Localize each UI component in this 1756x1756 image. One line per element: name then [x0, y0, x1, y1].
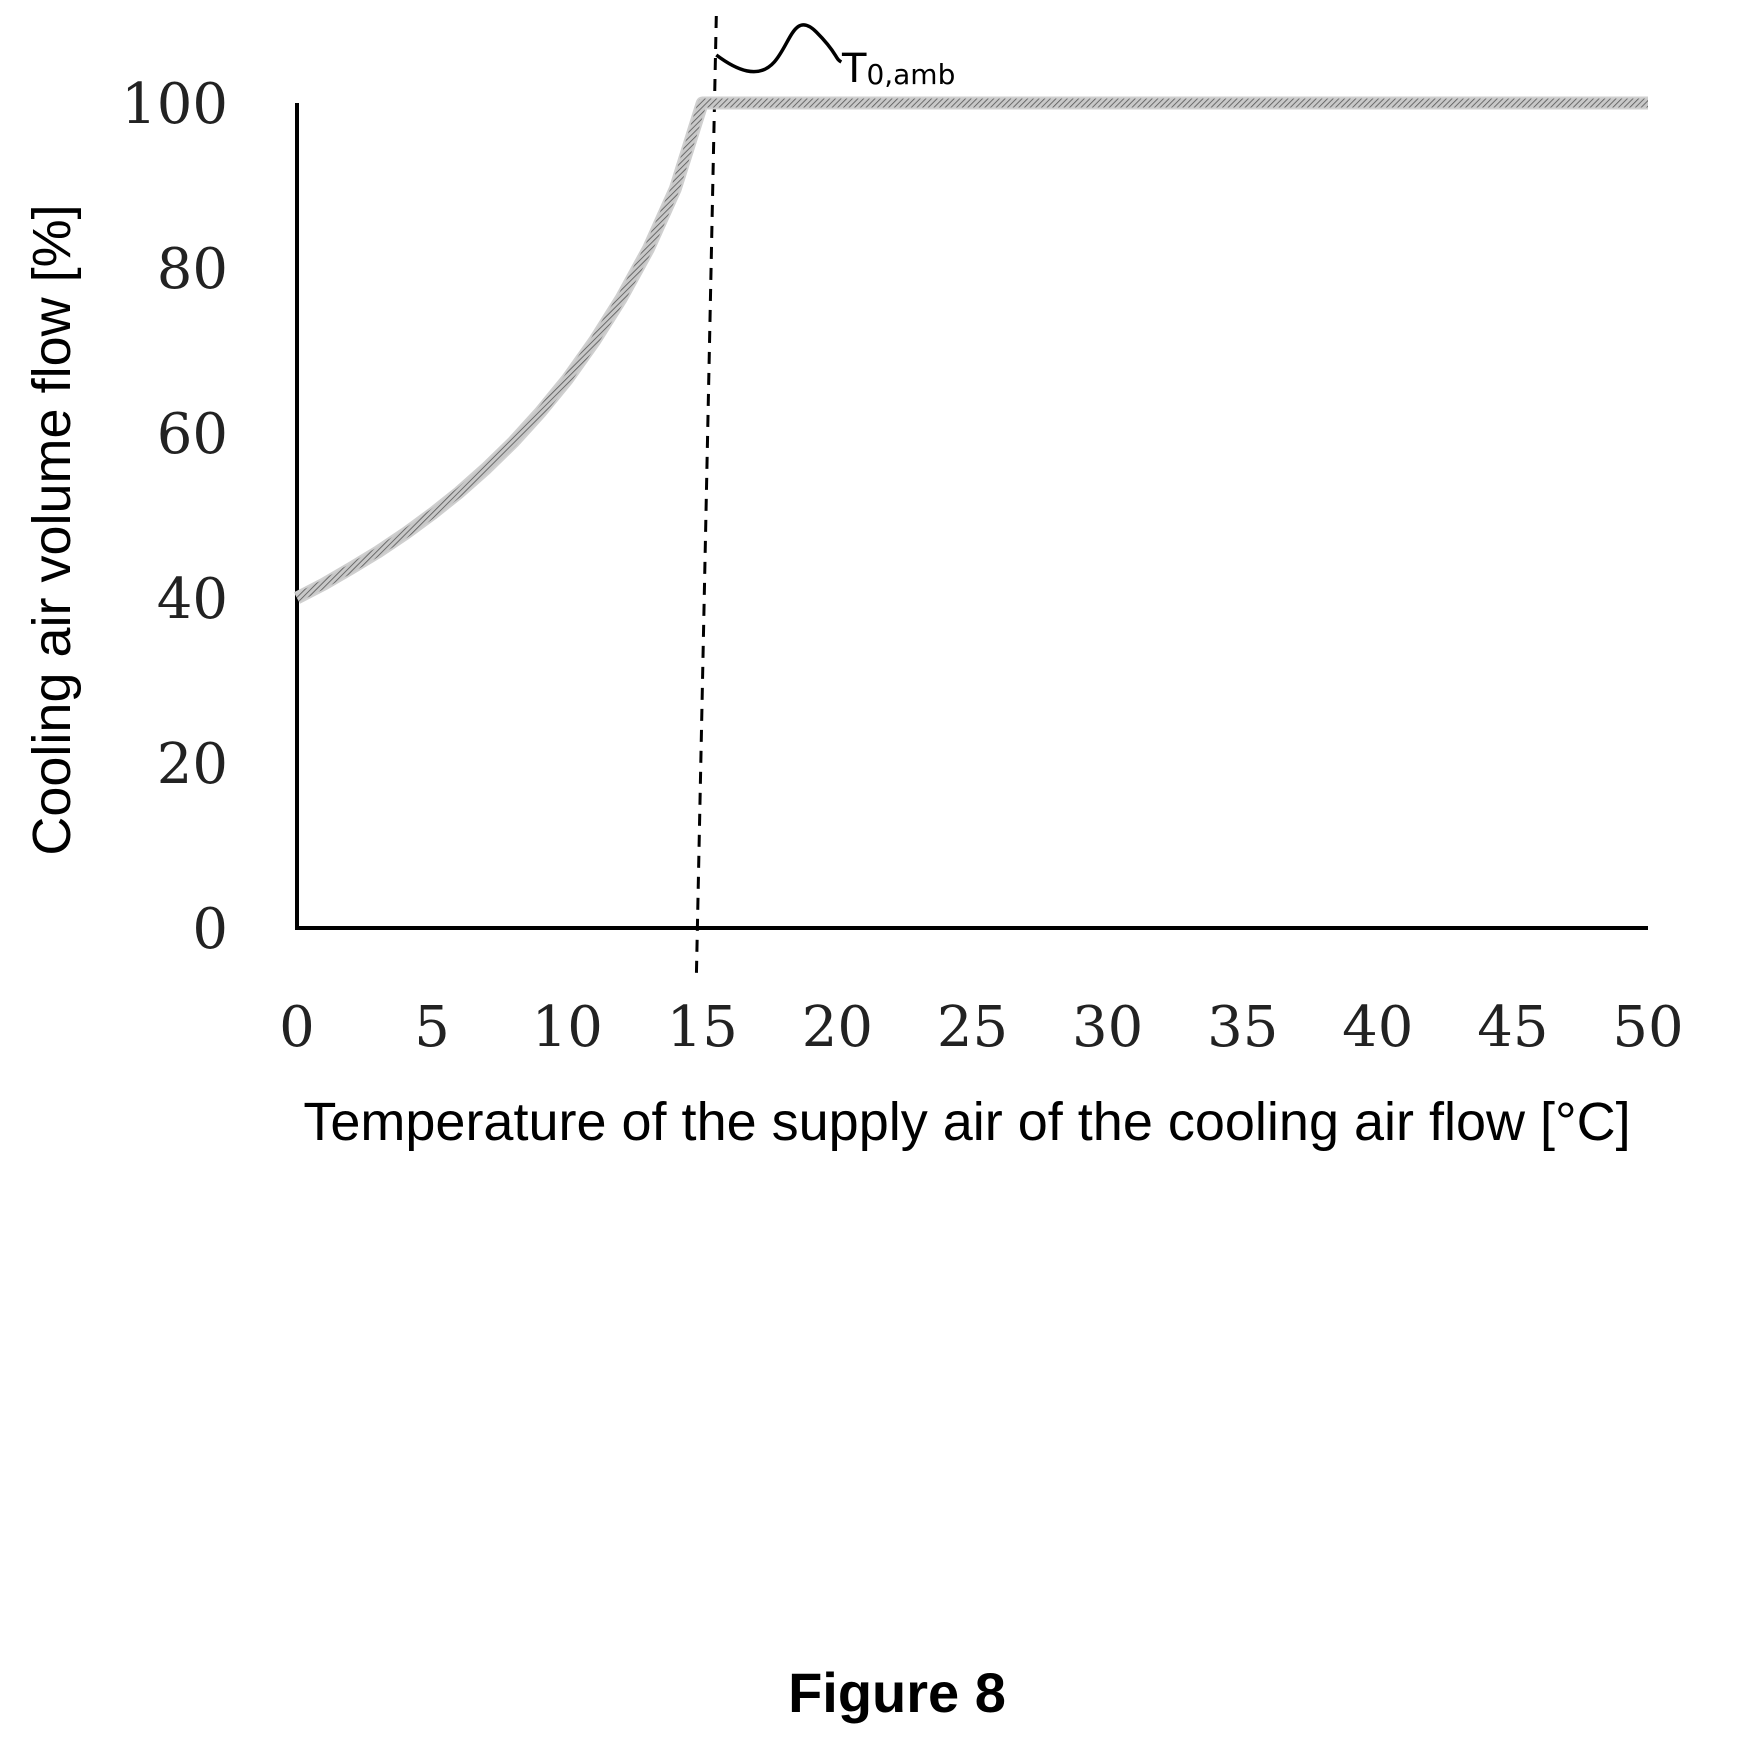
x-tick-label: 35 — [1207, 995, 1278, 1060]
x-axis-title: Temperature of the supply air of the coo… — [303, 1092, 1630, 1152]
y-tick-label: 40 — [157, 567, 228, 632]
x-tick-label: 5 — [414, 995, 450, 1060]
annotation-label: T0,amb — [841, 46, 955, 92]
x-tick-label: 45 — [1477, 995, 1548, 1060]
y-tick-label: 80 — [157, 237, 228, 302]
y-axis-title: Cooling air volume flow [%] — [22, 204, 82, 855]
x-tick-label: 30 — [1072, 995, 1143, 1060]
y-tick-label: 0 — [192, 897, 228, 962]
y-axis-tick-labels: 0 20 40 60 80 100 — [121, 72, 228, 962]
y-tick-label: 20 — [157, 732, 228, 797]
annotation-leader-wave — [715, 23, 843, 74]
reference-dashed-line — [694, 15, 718, 981]
x-tick-label: 25 — [937, 995, 1008, 1060]
y-tick-label: 60 — [157, 402, 228, 467]
annotation-label-sub: 0,amb — [866, 58, 955, 91]
y-tick-label: 100 — [121, 72, 228, 137]
series-group — [294, 96, 1648, 604]
x-tick-label: 40 — [1342, 995, 1413, 1060]
x-tick-label: 50 — [1612, 995, 1683, 1060]
annotation-label-main: T — [841, 46, 867, 92]
series-line — [294, 98, 1648, 602]
x-axis-tick-labels: 0 5 10 15 20 25 30 35 40 45 50 — [279, 995, 1683, 1060]
x-tick-label: 15 — [667, 995, 738, 1060]
figure-caption: Figure 8 — [788, 1661, 1006, 1724]
x-tick-label: 10 — [532, 995, 603, 1060]
x-tick-label: 0 — [279, 995, 315, 1060]
x-tick-label: 20 — [802, 995, 873, 1060]
series-line-halo — [294, 96, 1648, 604]
